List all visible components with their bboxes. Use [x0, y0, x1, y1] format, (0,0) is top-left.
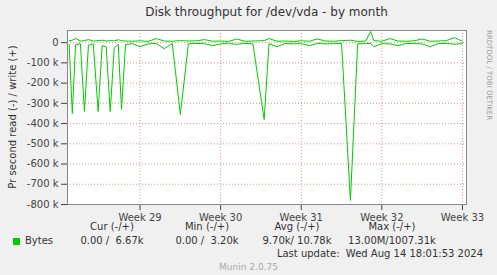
html-text:0.00 / 3.20k: 0.00 / 3.20k [175, 235, 239, 246]
html-text:Max (-/+): Max (-/+) [368, 221, 416, 232]
svg-text:-200 k: -200 k [27, 77, 59, 88]
svg-text:-400 k: -400 k [27, 118, 59, 129]
svg-text:-700 k: -700 k [27, 178, 59, 189]
html-text:Bytes: Bytes [25, 235, 54, 246]
svg-text:-300 k: -300 k [27, 98, 59, 109]
html-text:Avg (-/+): Avg (-/+) [274, 221, 320, 232]
html-text:Pr second read (-) / write (+): Pr second read (-) / write (+) [6, 45, 18, 189]
html-text:9.70k/ 10.78k: 9.70k/ 10.78k [262, 235, 332, 246]
svg-text:Week 31: Week 31 [280, 212, 323, 222]
svg-text:-100 k: -100 k [27, 57, 59, 68]
svg-text:Week 32: Week 32 [360, 212, 403, 222]
svg-text:-500 k: -500 k [27, 138, 59, 149]
svg-text:0: 0 [52, 37, 58, 48]
html-text:Cur (-/+): Cur (-/+) [90, 221, 134, 232]
svg-text:Week 33: Week 33 [441, 212, 484, 222]
svg-text:Week 30: Week 30 [199, 212, 242, 222]
html-text:Disk throughput for /dev/vda -: Disk throughput for /dev/vda - by month [145, 5, 388, 19]
html-text:13.00M/1007.31k: 13.00M/1007.31k [348, 235, 436, 246]
svg-text:Week 29: Week 29 [118, 212, 161, 222]
html-text:Last update: Wed Aug 14 18:01:: Last update: Wed Aug 14 18:01:53 2024 [276, 248, 483, 259]
svg-text:-600 k: -600 k [27, 158, 59, 169]
html-text:Munin 2.0.75: Munin 2.0.75 [219, 262, 278, 272]
html-text:0.00 / 6.67k: 0.00 / 6.67k [80, 235, 144, 246]
html-text:Min (-/+): Min (-/+) [185, 221, 229, 232]
html-text:RRDTOOL / TOBI OETIKER: RRDTOOL / TOBI OETIKER [485, 29, 493, 121]
svg-text:-800 k: -800 k [27, 199, 59, 210]
